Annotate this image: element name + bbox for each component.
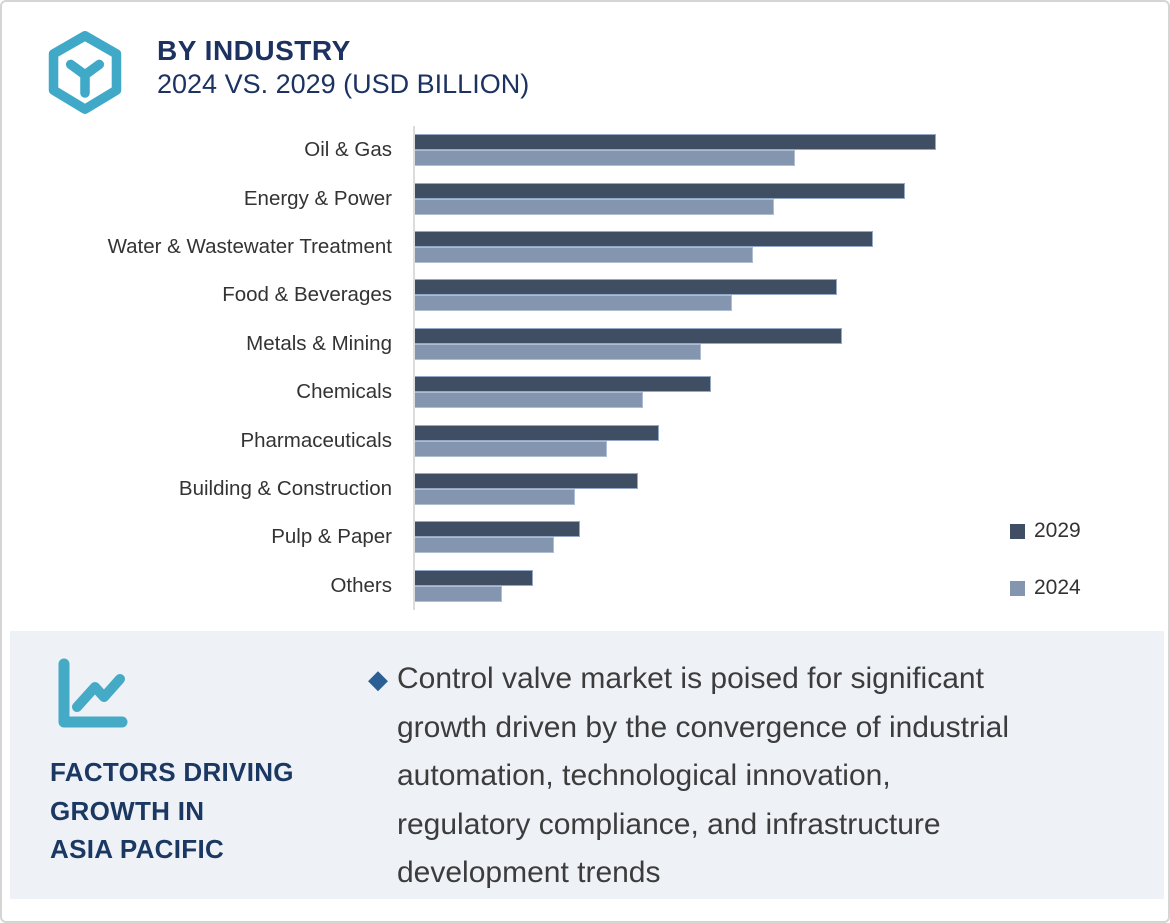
- page-subtitle: 2024 VS. 2029 (USD BILLION): [157, 69, 530, 99]
- factor-text-line: growth driven by the convergence of indu…: [397, 710, 1010, 744]
- bar-2029: [413, 521, 581, 538]
- category-label: Water & Wastewater Treatment: [107, 234, 392, 258]
- bar-group: [413, 230, 874, 263]
- bar-2029: [413, 279, 837, 296]
- bar-group: [413, 472, 638, 505]
- legend-swatch: [1010, 523, 1025, 539]
- chart-row: Others: [2, 562, 1170, 610]
- chart-row: Building & Construction: [2, 465, 1170, 513]
- chart-legend: 2029 2024: [1010, 519, 1081, 633]
- factor-text: Control valve market is poised for signi…: [397, 655, 1009, 898]
- chart-rows: Oil & Gas Energy & Power Water & Wastewate…: [2, 126, 1170, 610]
- legend-entry-2024: 2024: [1010, 576, 1081, 600]
- bar-2024: [413, 488, 576, 505]
- bar-2029: [413, 569, 534, 586]
- factors-heading-line: GROWTH IN: [50, 795, 205, 826]
- bar-group: [413, 376, 712, 409]
- chart-row: Water & Wastewater Treatment: [2, 223, 1170, 271]
- chart-row: Metals & Mining: [2, 320, 1170, 368]
- bar-2024: [413, 150, 795, 167]
- legend-entry-2029: 2029: [1010, 519, 1081, 543]
- bar-group: [413, 521, 581, 554]
- bar-2024: [413, 585, 502, 602]
- factors-heading: FACTORS DRIVING GROWTH IN ASIA PACIFIC: [50, 753, 294, 869]
- bar-2029: [413, 230, 874, 247]
- bar-2029: [413, 182, 905, 199]
- bar-group: [413, 424, 659, 457]
- diamond-bullet-icon: ◆: [368, 665, 388, 695]
- category-label: Pharmaceuticals: [240, 428, 392, 452]
- factor-text-line: development trends: [397, 856, 661, 889]
- bar-2024: [413, 392, 644, 409]
- category-label: Building & Construction: [178, 476, 392, 500]
- category-label: Metals & Mining: [246, 331, 392, 355]
- bar-2024: [413, 198, 774, 215]
- chart-header: BY INDUSTRY 2024 VS. 2029 (USD BILLION): [157, 35, 529, 101]
- factor-bullet-item: ◆ Control valve market is poised for sig…: [368, 655, 1009, 898]
- chart-row: Chemicals: [2, 368, 1170, 416]
- legend-swatch: [1010, 580, 1025, 596]
- category-label: Energy & Power: [243, 186, 392, 210]
- bar-2029: [413, 472, 638, 489]
- category-label: Others: [330, 573, 392, 597]
- trend-chart-icon: [58, 658, 128, 728]
- category-label: Pulp & Paper: [271, 525, 392, 549]
- legend-label: 2029: [1034, 519, 1081, 542]
- category-axis-line: [413, 126, 415, 610]
- bar-chart: Oil & Gas Energy & Power Water & Wastewate…: [2, 126, 1170, 610]
- bar-group: [413, 182, 905, 215]
- bar-2029: [413, 424, 659, 441]
- category-label: Chemicals: [296, 380, 392, 404]
- factor-text-line: automation, technological innovation,: [397, 759, 891, 792]
- bar-2029: [413, 327, 842, 344]
- bar-2024: [413, 295, 733, 312]
- legend-label: 2024: [1034, 576, 1081, 599]
- bar-group: [413, 569, 534, 602]
- chart-row: Food & Beverages: [2, 271, 1170, 319]
- hexagon-y-logo-icon: [48, 31, 122, 114]
- chart-row: Pharmaceuticals: [2, 416, 1170, 464]
- bar-group: [413, 134, 936, 167]
- bar-group: [413, 279, 837, 312]
- bar-2029: [413, 134, 936, 151]
- category-label: Food & Beverages: [222, 283, 392, 307]
- bar-2024: [413, 440, 607, 457]
- bar-2024: [413, 537, 555, 554]
- chart-row: Oil & Gas: [2, 126, 1170, 174]
- factors-heading-line: FACTORS DRIVING: [50, 757, 294, 787]
- factors-panel: FACTORS DRIVING GROWTH IN ASIA PACIFIC ◆…: [10, 631, 1164, 899]
- factor-text-line: regulatory compliance, and infrastructur…: [397, 807, 941, 841]
- bar-2029: [413, 376, 712, 393]
- factors-heading-line: ASIA PACIFIC: [50, 834, 225, 864]
- chart-row: Energy & Power: [2, 174, 1170, 222]
- page-title: BY INDUSTRY: [157, 35, 351, 66]
- chart-row: Pulp & Paper: [2, 513, 1170, 561]
- bar-group: [413, 327, 842, 360]
- category-label: Oil & Gas: [304, 138, 392, 162]
- bar-2024: [413, 246, 753, 263]
- bar-2024: [413, 343, 701, 360]
- factor-text-line: Control valve market is poised for signi…: [397, 662, 984, 695]
